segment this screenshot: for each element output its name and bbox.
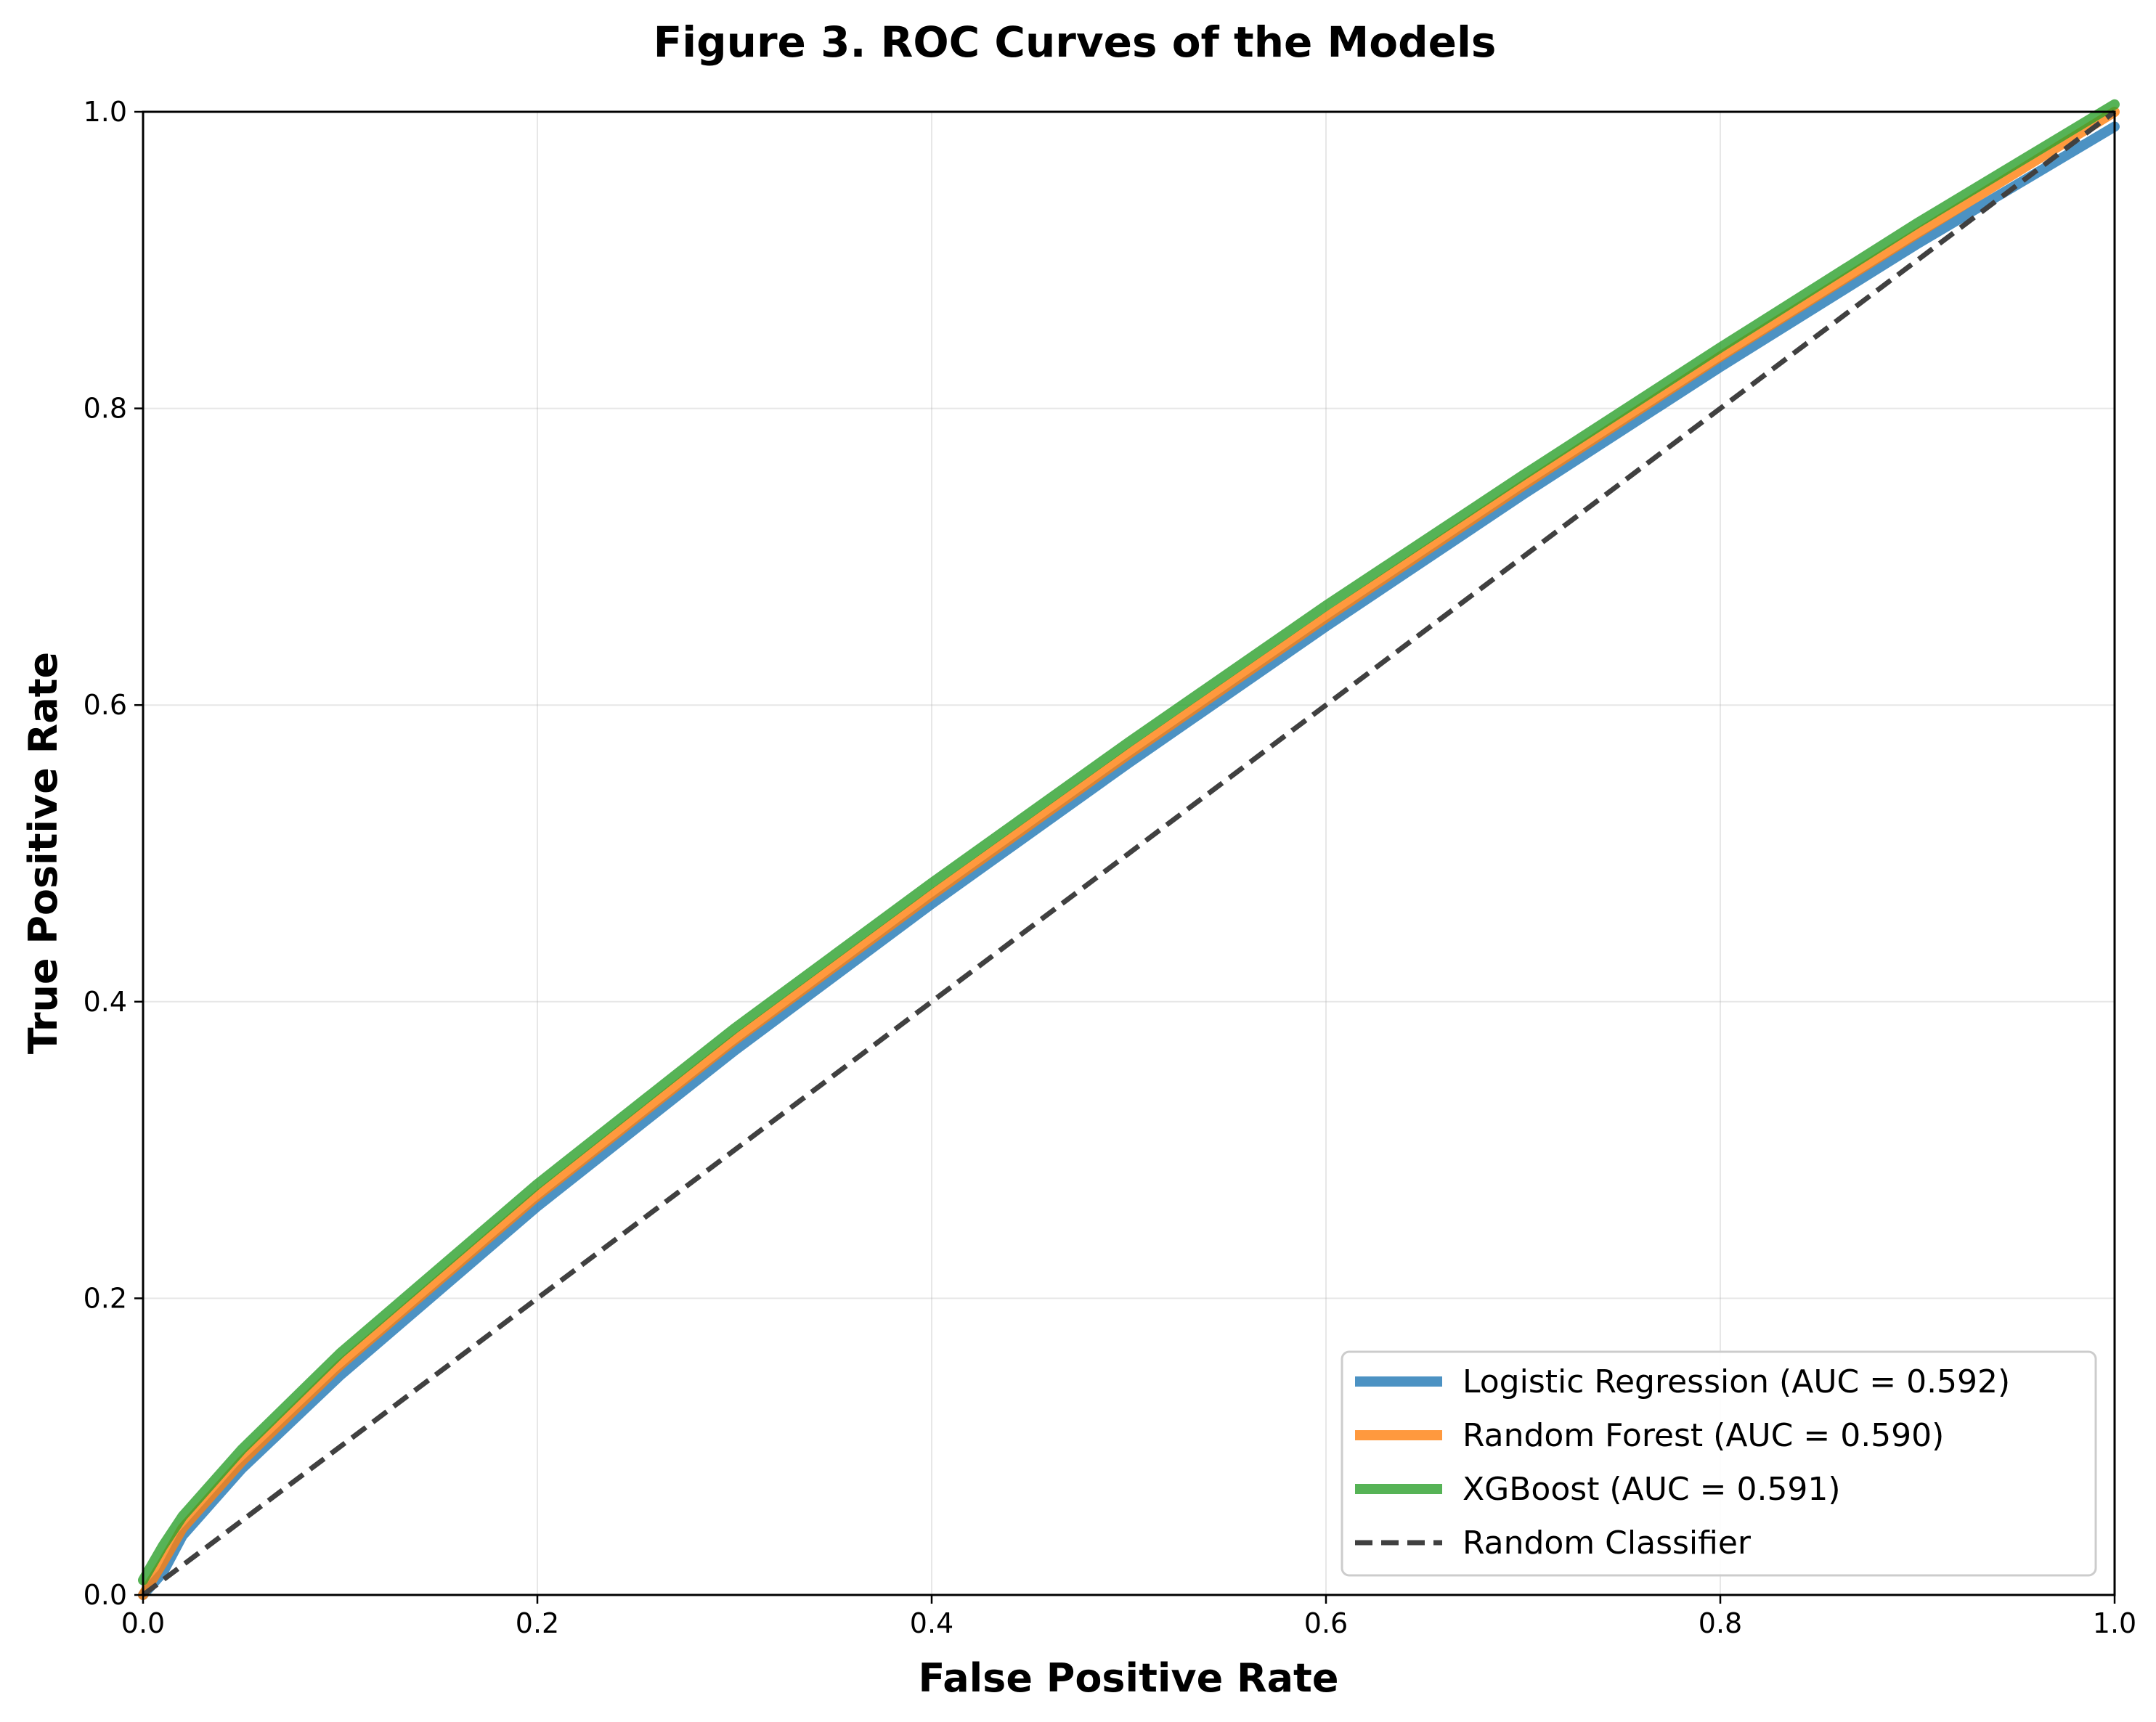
y-axis-label: True Positive Rate xyxy=(20,652,66,1054)
series-line-3 xyxy=(141,110,2117,1597)
series-line-1 xyxy=(138,107,2120,1600)
legend-label-2: XGBoost (AUC = 0.591) xyxy=(1463,1471,1841,1508)
x-tick-label: 0.4 xyxy=(910,1607,953,1639)
x-axis-label: False Positive Rate xyxy=(919,1655,1339,1701)
x-tick-label: 0.6 xyxy=(1304,1607,1348,1639)
y-tick-label: 0.6 xyxy=(84,689,127,721)
y-tick-label: 0.8 xyxy=(84,393,127,425)
legend-items: Logistic Regression (AUC = 0.592) Random … xyxy=(1355,1363,2010,1562)
plot-area-frame xyxy=(142,110,2116,1596)
y-tick-label: 1.0 xyxy=(84,96,127,128)
chart-title: Figure 3. ROC Curves of the Models xyxy=(654,17,1497,67)
x-tick-label: 0.2 xyxy=(516,1607,559,1639)
legend-box xyxy=(1341,1350,2097,1577)
x-tick-label: 0.8 xyxy=(1699,1607,1742,1639)
y-tick-label: 0.0 xyxy=(84,1579,127,1611)
series-layer xyxy=(138,99,2120,1600)
grid-layer xyxy=(142,111,2115,1596)
legend-label-1: Random Forest (AUC = 0.590) xyxy=(1463,1417,1944,1454)
series-line-2 xyxy=(138,99,2120,1586)
legend-label-0: Logistic Regression (AUC = 0.592) xyxy=(1463,1363,2010,1400)
y-tick-label: 0.2 xyxy=(84,1282,127,1314)
x-tick-label: 0.0 xyxy=(121,1607,165,1639)
y-tick-label: 0.4 xyxy=(84,986,127,1018)
legend-label-3: Random Classifier xyxy=(1463,1525,1752,1562)
tick-layer: 0.0 0.2 0.4 0.6 0.8 1.0 0.0 0.2 0.4 0.6 0.8 1.0 xyxy=(84,96,2137,1639)
x-tick-label: 1.0 xyxy=(2093,1607,2136,1639)
legend: Logistic Regression (AUC = 0.592) Random … xyxy=(1341,1350,2097,1577)
